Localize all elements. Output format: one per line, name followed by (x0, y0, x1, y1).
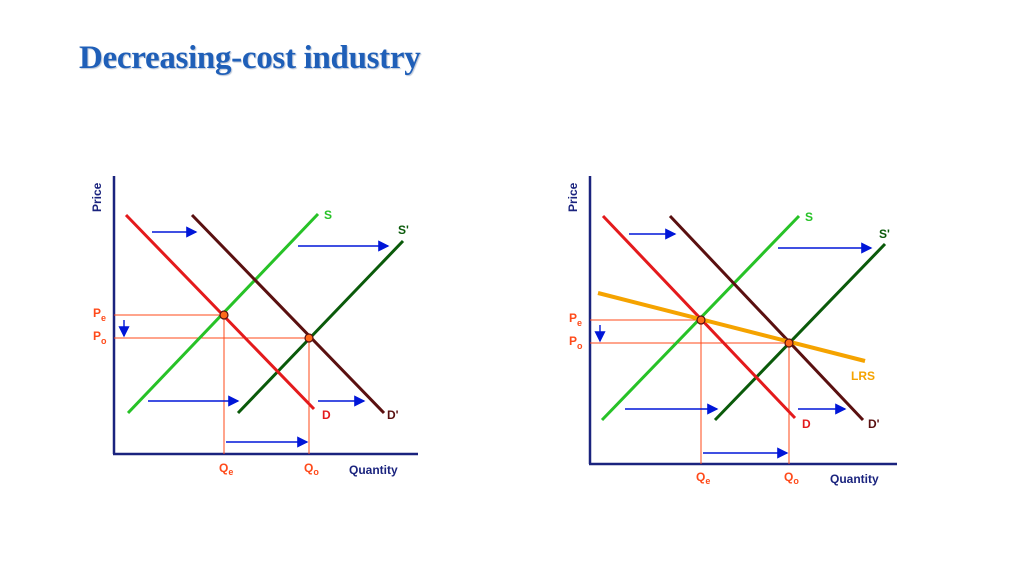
qe-label: Qe (219, 461, 233, 477)
po-label: Po (569, 334, 583, 351)
demand-label: D (322, 408, 331, 422)
supply-shifted-curve (236, 239, 405, 415)
lrs-curve (597, 291, 866, 363)
po-label: Po (93, 329, 107, 346)
demand-shifted-curve (190, 213, 386, 415)
supply-demand-diagram-right: Price Quantity S S' D D' LRS Pe Po Qe Qo (566, 176, 897, 486)
demand-shifted-label: D' (868, 417, 880, 431)
initial-equilibrium-point (219, 310, 229, 320)
slide-title: Decreasing-cost industry (79, 40, 421, 76)
supply-shifted-label: S' (879, 227, 890, 241)
y-axis-label: Price (566, 182, 580, 212)
supply-shifted-label: S' (398, 223, 409, 237)
lrs-label: LRS (851, 369, 875, 383)
demand-curve (124, 213, 316, 411)
qo-label: Qo (784, 470, 799, 486)
pe-label: Pe (569, 311, 582, 328)
demand-shifted-curve (668, 214, 865, 422)
qo-label: Qo (304, 461, 319, 477)
demand-shifted-label: D' (387, 408, 399, 422)
new-equilibrium-point (784, 338, 794, 348)
supply-label: S (805, 210, 813, 224)
initial-equilibrium-point (696, 315, 706, 325)
qe-label: Qe (696, 470, 710, 486)
x-axis-label: Quantity (349, 463, 398, 477)
y-axis-label: Price (90, 182, 104, 212)
supply-shifted-curve (713, 242, 887, 422)
new-equilibrium-point (304, 333, 314, 343)
demand-label: D (802, 417, 811, 431)
pe-label: Pe (93, 306, 106, 323)
supply-label: S (324, 208, 332, 222)
x-axis-label: Quantity (830, 472, 879, 486)
supply-demand-diagram-left: Price Quantity S S' D D' Pe Po Qe Qo (90, 176, 418, 477)
